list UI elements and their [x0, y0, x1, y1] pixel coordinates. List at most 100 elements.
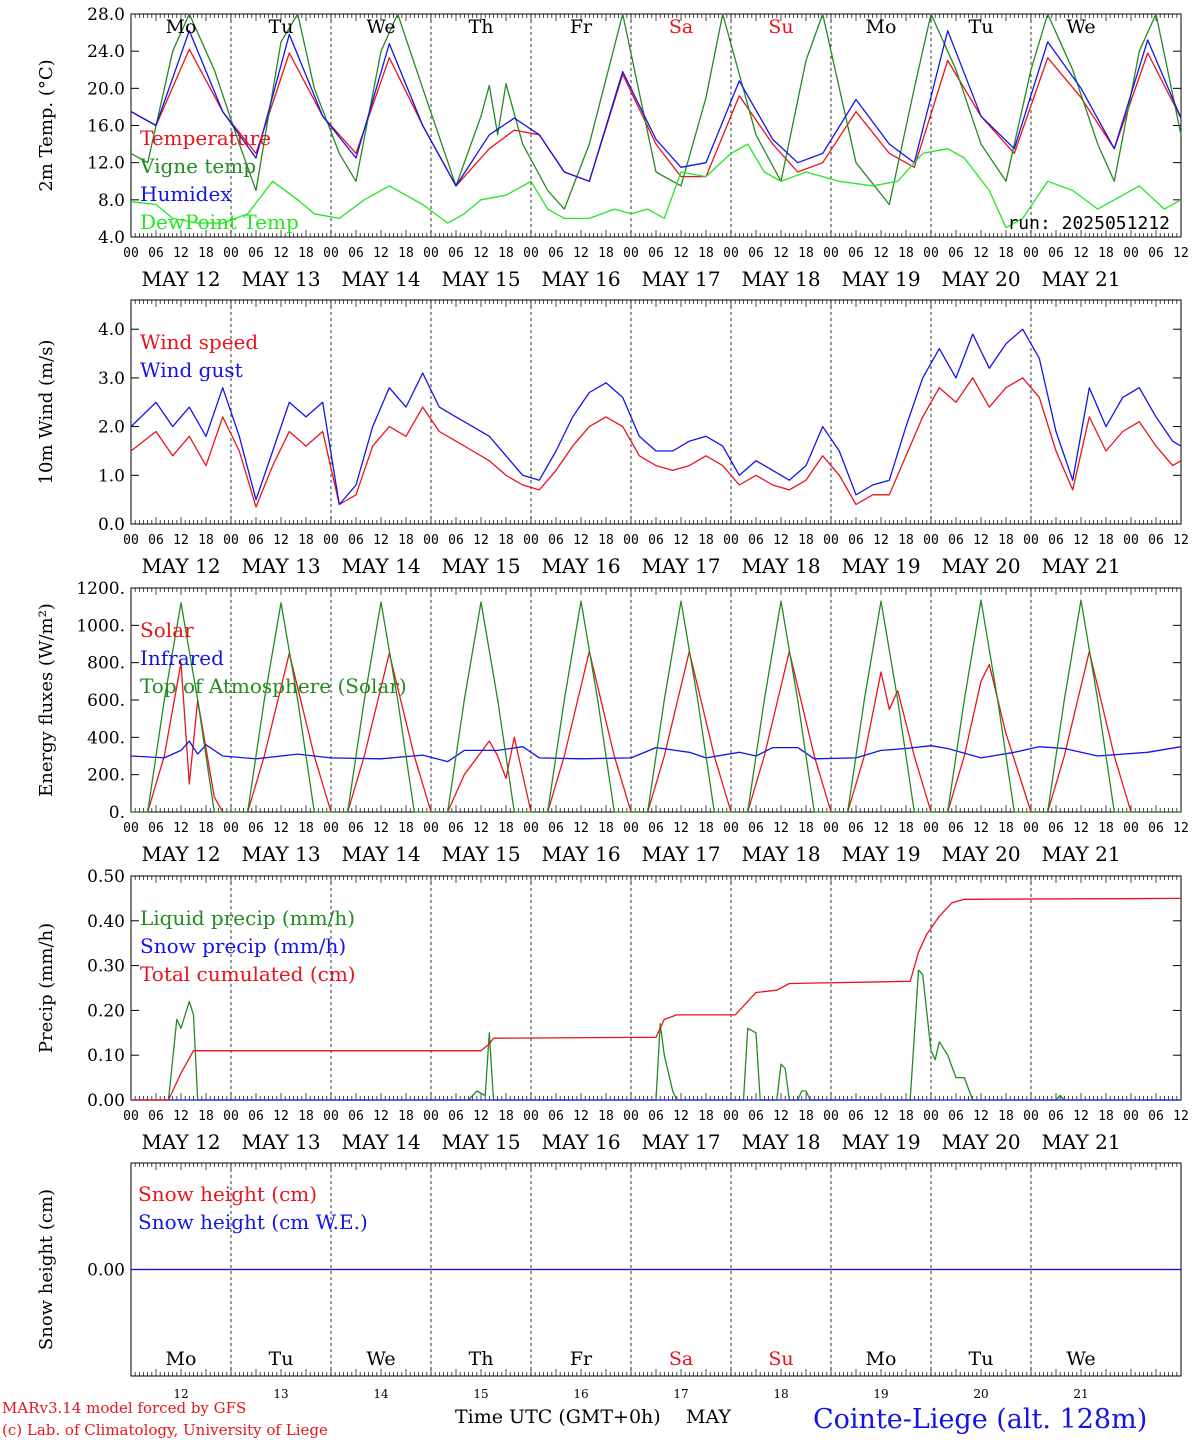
y-tick-label: 1200. [76, 579, 125, 599]
day-label: MAY 12 [141, 267, 220, 291]
hour-label: 00 [623, 533, 639, 548]
day-label: MAY 14 [341, 267, 420, 291]
hour-label: 12 [573, 533, 589, 548]
y-tick-label: 0.0 [98, 515, 125, 535]
legend-entry: Total cumulated (cm) [140, 962, 356, 986]
day-label: MAY 15 [441, 267, 520, 291]
hour-label: 18 [298, 1109, 314, 1124]
hour-label: 06 [548, 246, 564, 261]
hour-label: 12 [1173, 1109, 1189, 1124]
day-label: MAY 18 [741, 842, 820, 866]
hour-label: 18 [998, 246, 1014, 261]
day-label: MAY 20 [941, 842, 1020, 866]
hour-label: 06 [948, 1109, 964, 1124]
hour-label: 12 [573, 246, 589, 261]
y-axis-label: 10m Wind (m/s) [36, 340, 57, 485]
legend-entry: Temperature [140, 126, 271, 150]
y-tick-label: 200. [87, 766, 125, 786]
legend-entry: Infrared [140, 646, 224, 670]
hour-label: 06 [848, 533, 864, 548]
day-label: MAY 21 [1041, 267, 1120, 291]
hour-label: 06 [548, 533, 564, 548]
hour-label: 12 [1073, 533, 1089, 548]
day-label: MAY 17 [641, 842, 720, 866]
y-tick-label: 4.0 [98, 228, 125, 248]
hour-label: 00 [623, 246, 639, 261]
hour-label: 00 [723, 1109, 739, 1124]
day-label: MAY 21 [1041, 554, 1120, 578]
hour-label: 18 [198, 246, 214, 261]
hour-label: 00 [523, 246, 539, 261]
hour-label: 18 [1098, 1109, 1114, 1124]
hour-label: 12 [173, 821, 189, 836]
hour-label: 06 [148, 821, 164, 836]
day-label: MAY 15 [441, 1130, 520, 1154]
hour-label: 12 [873, 246, 889, 261]
day-label: MAY 21 [1041, 842, 1120, 866]
day-label: MAY 18 [741, 554, 820, 578]
hour-label: 00 [423, 533, 439, 548]
day-label: MAY 16 [541, 1130, 620, 1154]
hour-label: 18 [198, 1109, 214, 1124]
day-label: MAY 17 [641, 267, 720, 291]
hour-label: 18 [798, 1109, 814, 1124]
hour-label: 00 [323, 246, 339, 261]
day-number-label: 17 [673, 1387, 688, 1401]
hour-label: 18 [998, 533, 1014, 548]
day-label: MAY 18 [741, 267, 820, 291]
hour-label: 06 [948, 821, 964, 836]
y-tick-label: 800. [87, 654, 125, 674]
hour-label: 00 [1123, 246, 1139, 261]
hour-label: 12 [873, 533, 889, 548]
y-tick-label: 16.0 [87, 117, 125, 137]
hour-label: 12 [773, 246, 789, 261]
day-label: MAY 20 [941, 1130, 1020, 1154]
hour-label: 06 [1048, 821, 1064, 836]
hour-label: 00 [823, 246, 839, 261]
y-tick-label: 1.0 [98, 466, 125, 486]
day-number-label: 18 [773, 1387, 788, 1401]
hour-label: 06 [648, 246, 664, 261]
weekday-label: Fr [570, 1348, 593, 1370]
day-label: MAY 13 [241, 1130, 320, 1154]
hour-label: 18 [898, 533, 914, 548]
hour-label: 00 [1023, 821, 1039, 836]
hour-label: 18 [398, 1109, 414, 1124]
legend-entry: Top of Atmosphere (Solar) [140, 674, 407, 698]
day-number-label: 13 [273, 1387, 288, 1401]
hour-label: 00 [623, 1109, 639, 1124]
hour-label: 12 [373, 246, 389, 261]
plot-frame [130, 587, 1182, 813]
y-tick-label: 2.0 [98, 418, 125, 438]
hour-label: 12 [973, 246, 989, 261]
hour-label: 12 [373, 533, 389, 548]
weekday-label: Tu [269, 1348, 294, 1370]
hour-label: 12 [1173, 246, 1189, 261]
hour-label: 00 [723, 246, 739, 261]
hour-label: 12 [1073, 1109, 1089, 1124]
hour-label: 12 [573, 1109, 589, 1124]
footer-axis-title: Time UTC (GMT+0h) [455, 1406, 661, 1428]
plot-frame [130, 299, 1182, 525]
hour-label: 18 [798, 533, 814, 548]
hour-label: 00 [523, 821, 539, 836]
hour-label: 12 [673, 1109, 689, 1124]
series-dewpoint-temp [130, 143, 1182, 229]
hour-label: 18 [998, 821, 1014, 836]
hour-label: 18 [1098, 246, 1114, 261]
hour-label: 12 [473, 821, 489, 836]
day-label: MAY 14 [341, 842, 420, 866]
hour-label: 12 [273, 1109, 289, 1124]
weekday-label: Sa [669, 1348, 693, 1370]
footer-station: Cointe-Liege (alt. 128m) [813, 1404, 1147, 1435]
hour-label: 06 [1148, 533, 1164, 548]
y-tick-label: 0.40 [87, 912, 125, 932]
hour-label: 18 [398, 821, 414, 836]
day-label: MAY 21 [1041, 1130, 1120, 1154]
day-number-label: 12 [173, 1387, 188, 1401]
hour-label: 18 [498, 821, 514, 836]
hour-label: 12 [173, 533, 189, 548]
hour-label: 00 [823, 533, 839, 548]
hour-label: 00 [923, 821, 939, 836]
